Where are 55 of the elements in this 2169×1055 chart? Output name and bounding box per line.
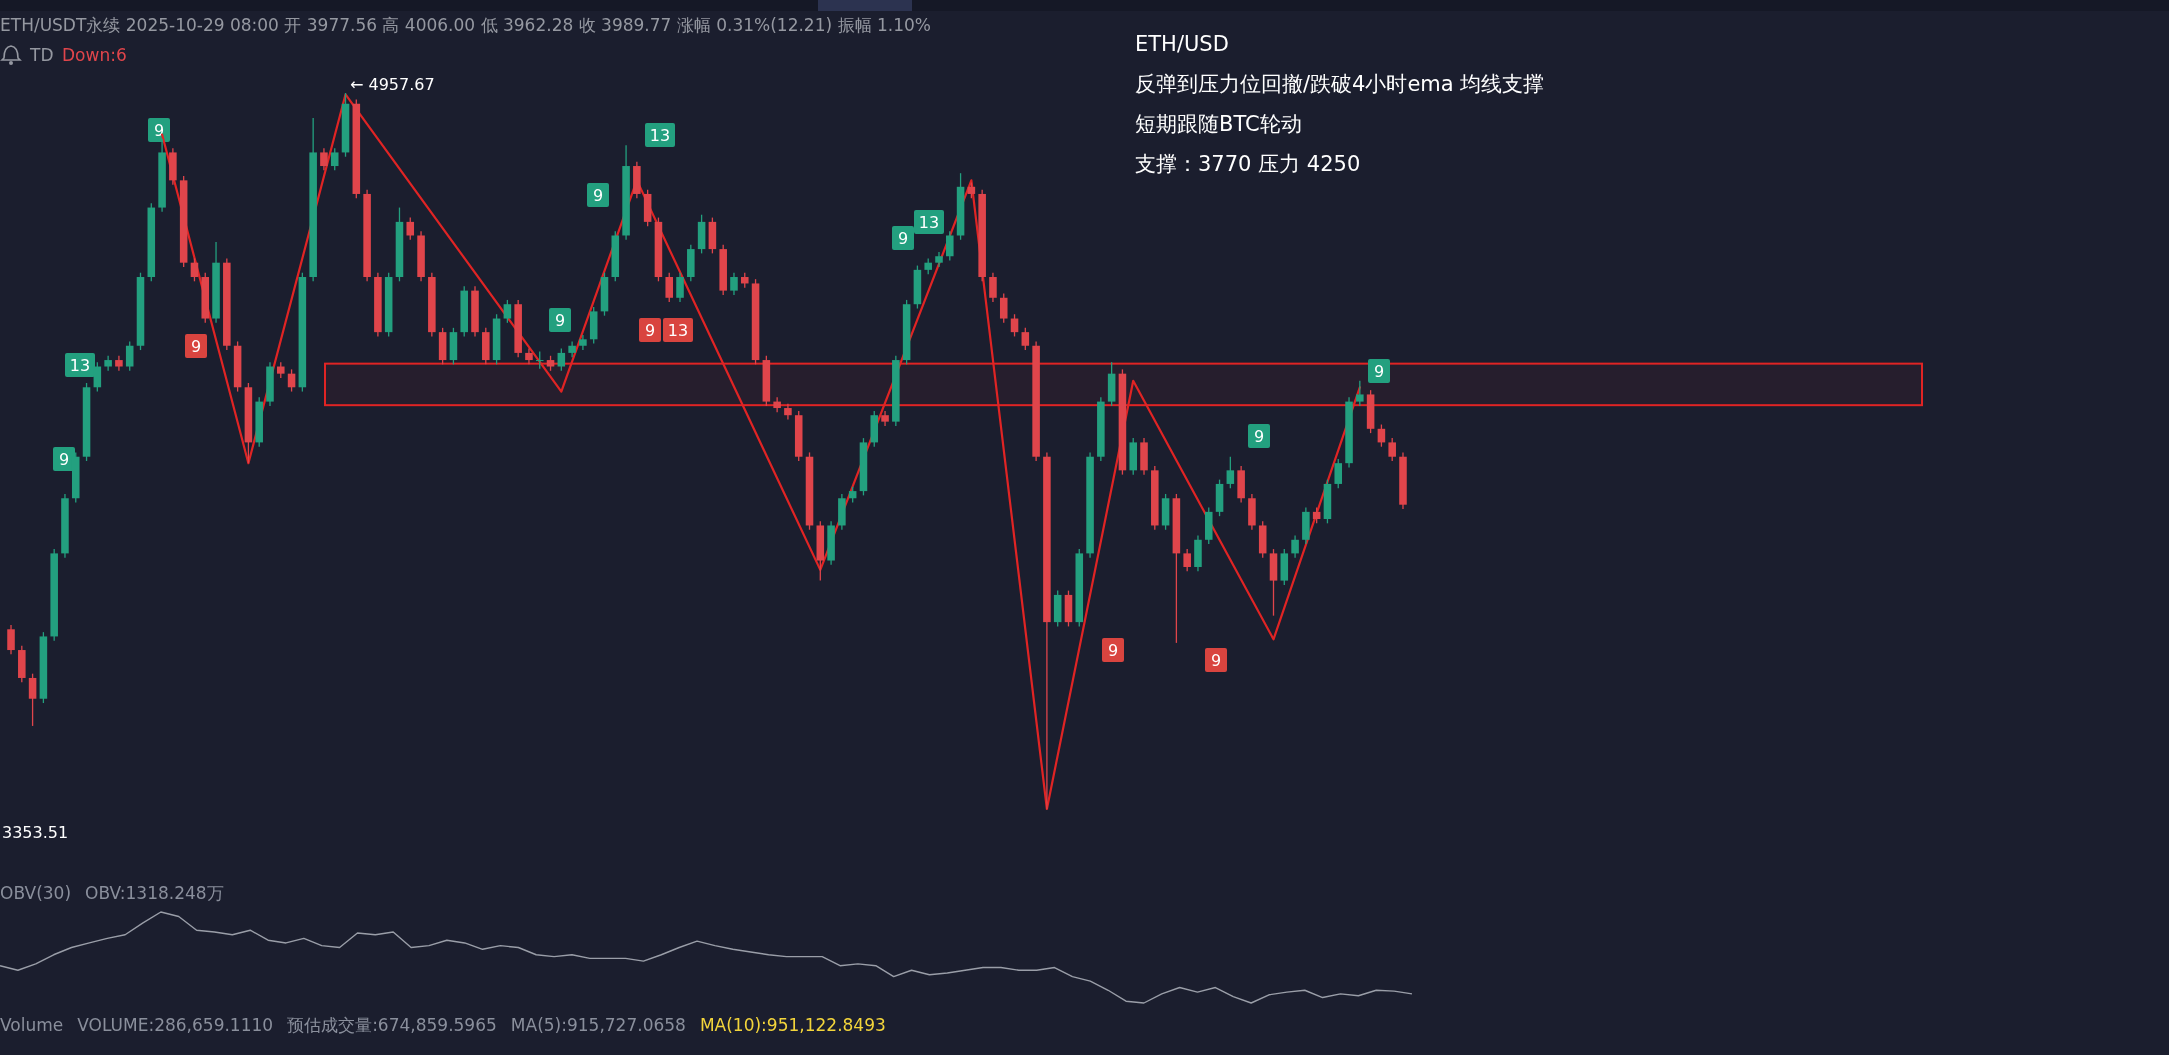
text: Volume	[0, 1015, 64, 1035]
candlestick	[946, 230, 954, 262]
annotation: 9	[1373, 362, 1385, 381]
chart-subtitle: OBV:1318.248万	[85, 883, 224, 903]
text: MA(5):915,727.0658	[510, 1015, 686, 1035]
text: VOLUME:286,659.1110	[77, 1015, 274, 1035]
annotation: 9	[58, 450, 70, 469]
chart-title: OBV(30)	[0, 883, 72, 903]
candlestick	[7, 624, 15, 655]
candlestick	[503, 299, 512, 324]
annotation: 反弹到压力位回撤/跌破4小时ema 均线支撑	[1135, 72, 1545, 96]
candlestick	[773, 396, 781, 413]
candlestick	[1021, 327, 1030, 351]
annotation: 9	[1210, 651, 1222, 670]
chart-title: ETH/USDT永续 2025-10-29 08:00 开 3977.56 高 4006.00 低 3962.28 收 3989.77 涨幅 0.31%(12.21) 振幅 1.10%	[0, 15, 931, 35]
candlestick	[989, 272, 997, 303]
candlestick	[999, 292, 1008, 324]
text: Down:6	[62, 45, 127, 65]
annotation: 9	[897, 229, 909, 248]
annotation: 13	[69, 356, 91, 375]
candlestick	[730, 272, 738, 296]
text: 3353.51	[2, 823, 69, 842]
annotation: 短期跟随BTC轮动	[1135, 112, 1302, 136]
candlestick	[28, 673, 37, 727]
annotation: 13	[667, 321, 689, 340]
annotation: 支撑：3770 压力 4250	[1135, 152, 1361, 176]
candlestick	[330, 147, 339, 171]
annotation: 9	[153, 121, 165, 140]
candlestick	[557, 347, 566, 372]
text: TD	[29, 45, 54, 65]
candlestick	[1334, 458, 1343, 489]
candlestick	[1183, 548, 1191, 572]
annotation: 9	[644, 321, 656, 340]
text: MA(10):951,122.8493	[699, 1015, 886, 1035]
text: 预估成交量:674,859.5965	[287, 1015, 497, 1035]
candlestick	[1388, 437, 1396, 462]
candlestick	[1356, 380, 1364, 407]
candlestick	[1226, 456, 1235, 489]
candlestick	[1291, 534, 1299, 559]
candlestick	[676, 272, 684, 303]
annotation: ← 4957.67	[350, 75, 435, 94]
annotation: 13	[918, 213, 940, 232]
candlestick	[190, 257, 199, 282]
annotation: 9	[592, 186, 604, 205]
annotation: 9	[1107, 641, 1119, 660]
candlestick	[665, 272, 674, 303]
candlestick	[320, 147, 328, 171]
candlestick	[125, 340, 134, 372]
annotation: 9	[1253, 427, 1265, 446]
candlestick	[568, 340, 576, 358]
annotation: 9	[190, 337, 202, 356]
annotation: 9	[554, 311, 566, 330]
annotation: 13	[649, 126, 671, 145]
text: ETH/USD	[1135, 32, 1229, 56]
candlestick	[406, 216, 415, 241]
